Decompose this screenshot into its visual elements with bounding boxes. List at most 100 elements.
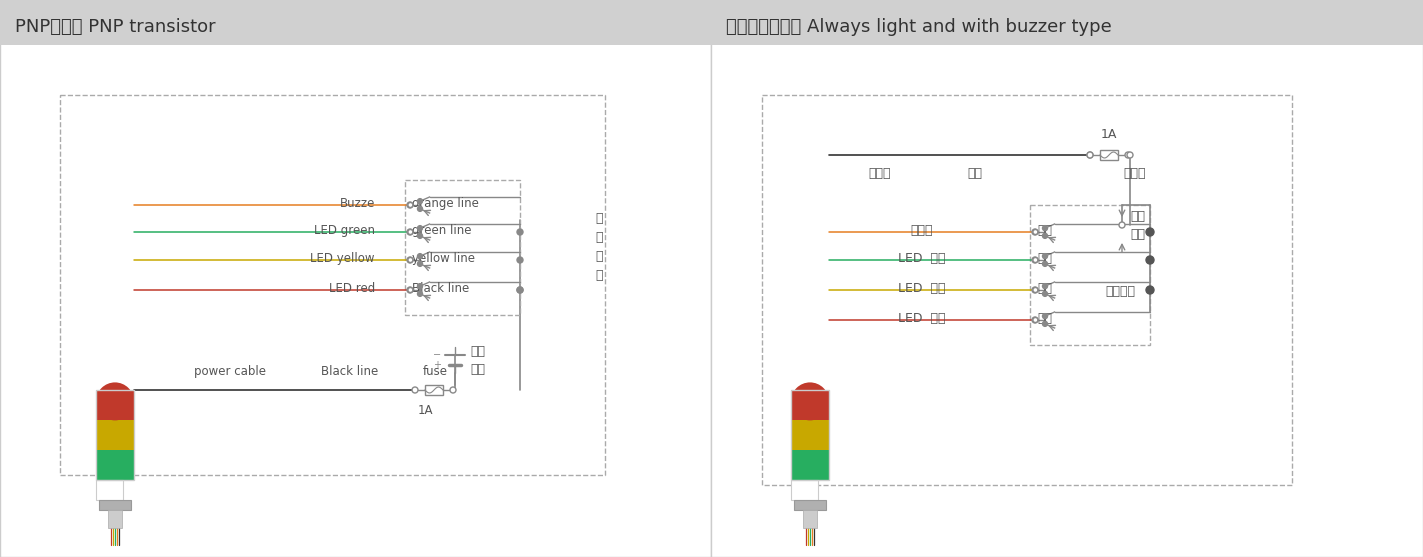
Text: power cable: power cable — [194, 365, 266, 378]
Text: green line: green line — [413, 223, 471, 237]
Text: −: − — [433, 350, 441, 360]
Circle shape — [413, 387, 418, 393]
Circle shape — [1127, 152, 1133, 158]
Text: yellow line: yellow line — [413, 252, 475, 265]
Text: 常亮和带蜂鸣型 Always light and with buzzer type: 常亮和带蜂鸣型 Always light and with buzzer typ… — [726, 18, 1111, 36]
Bar — [0, 0, 712, 557]
Circle shape — [517, 257, 524, 263]
Circle shape — [517, 229, 524, 235]
Circle shape — [1033, 257, 1037, 262]
Bar — [791, 450, 830, 480]
Text: LED red: LED red — [329, 281, 376, 295]
Circle shape — [408, 287, 413, 292]
Circle shape — [1126, 152, 1131, 158]
Circle shape — [791, 383, 830, 421]
Bar — [425, 385, 443, 395]
Text: Black line: Black line — [322, 365, 379, 378]
Circle shape — [1146, 228, 1154, 236]
Circle shape — [408, 257, 413, 262]
Text: Buzze: Buzze — [340, 197, 376, 209]
Circle shape — [1033, 229, 1037, 234]
Circle shape — [1118, 222, 1126, 228]
Text: 电源
电压: 电源 电压 — [1130, 209, 1146, 241]
Bar — [406, 180, 519, 315]
Text: 保险丝: 保险丝 — [1124, 167, 1147, 180]
Text: 外部接点: 外部接点 — [1106, 285, 1136, 298]
Text: LED  黄色: LED 黄色 — [898, 281, 946, 295]
Bar — [791, 390, 830, 420]
Bar — [95, 420, 134, 450]
Bar — [712, 0, 1423, 557]
Circle shape — [408, 203, 413, 208]
Text: Black line: Black line — [413, 281, 470, 295]
Text: 绿线: 绿线 — [1037, 252, 1052, 265]
Circle shape — [407, 257, 413, 263]
Bar — [95, 390, 134, 420]
Text: 外
部
接
点: 外 部 接 点 — [595, 212, 602, 282]
Circle shape — [1032, 287, 1037, 293]
Bar — [804, 510, 817, 528]
Circle shape — [1033, 317, 1037, 323]
Text: 电源
电压: 电源 电压 — [470, 344, 485, 375]
Circle shape — [407, 287, 413, 293]
Circle shape — [1087, 152, 1093, 158]
Circle shape — [1087, 152, 1093, 158]
Circle shape — [1043, 233, 1047, 238]
Text: 橙线: 橙线 — [1037, 223, 1052, 237]
Text: 黄线: 黄线 — [1037, 281, 1052, 295]
Circle shape — [417, 284, 423, 289]
Text: fuse: fuse — [423, 365, 447, 378]
Circle shape — [1043, 253, 1047, 258]
Bar — [791, 390, 830, 480]
Text: 1A: 1A — [1101, 128, 1117, 141]
Bar — [761, 95, 1292, 485]
Bar — [712, 0, 1423, 45]
Bar — [1030, 205, 1150, 345]
Circle shape — [408, 229, 413, 234]
Text: orange line: orange line — [413, 197, 480, 209]
Text: LED green: LED green — [314, 223, 376, 237]
Circle shape — [1043, 291, 1047, 296]
Bar — [791, 480, 818, 500]
Circle shape — [517, 287, 524, 293]
Bar — [1100, 150, 1118, 160]
Circle shape — [1146, 286, 1154, 294]
Circle shape — [417, 261, 423, 266]
Text: LED  红色: LED 红色 — [898, 311, 946, 325]
Bar — [98, 500, 131, 510]
Circle shape — [1043, 314, 1047, 319]
Circle shape — [1043, 284, 1047, 289]
Text: LED  绿色: LED 绿色 — [898, 252, 946, 265]
Circle shape — [417, 199, 423, 204]
Circle shape — [407, 229, 413, 235]
Circle shape — [1033, 287, 1037, 292]
Circle shape — [1043, 261, 1047, 266]
Circle shape — [450, 387, 455, 393]
Circle shape — [417, 291, 423, 296]
Bar — [60, 95, 605, 475]
Bar — [791, 420, 830, 450]
Circle shape — [1032, 229, 1037, 235]
Circle shape — [417, 253, 423, 258]
Bar — [0, 0, 712, 45]
Circle shape — [1032, 317, 1037, 323]
Bar — [95, 480, 122, 500]
Text: 红线: 红线 — [1037, 311, 1052, 325]
Circle shape — [1032, 257, 1037, 263]
Bar — [95, 450, 134, 480]
Circle shape — [1043, 321, 1047, 326]
Circle shape — [517, 287, 524, 293]
Circle shape — [417, 233, 423, 238]
Circle shape — [417, 206, 423, 211]
Circle shape — [95, 383, 134, 421]
Circle shape — [1043, 226, 1047, 231]
Bar — [794, 500, 827, 510]
Text: 电源线: 电源线 — [869, 167, 891, 180]
Text: LED yellow: LED yellow — [310, 252, 376, 265]
Text: +: + — [433, 360, 441, 370]
Text: 1A: 1A — [417, 404, 433, 417]
Text: 黑线: 黑线 — [968, 167, 982, 180]
Circle shape — [417, 226, 423, 231]
Bar — [95, 390, 134, 480]
Text: PNP晶体管 PNP transistor: PNP晶体管 PNP transistor — [16, 18, 216, 36]
